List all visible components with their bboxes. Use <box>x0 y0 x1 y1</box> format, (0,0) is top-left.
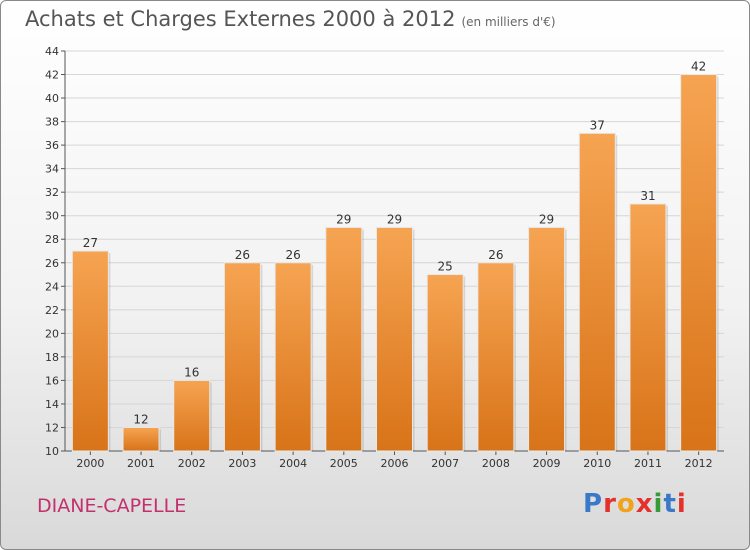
y-tick-label: 38 <box>45 116 59 129</box>
x-tick-label: 2011 <box>634 457 662 470</box>
logo-letter: r <box>603 489 617 519</box>
data-label: 26 <box>235 248 250 262</box>
data-label: 37 <box>590 118 605 132</box>
title-text: Achats et Charges Externes 2000 à 2012 <box>25 7 456 31</box>
y-tick-label: 26 <box>45 257 59 270</box>
bar-2005[interactable] <box>325 226 363 452</box>
x-tick-label: 2009 <box>533 457 561 470</box>
chart-subtitle: (en milliers d'€) <box>461 15 556 29</box>
y-tick-label: 16 <box>45 374 59 387</box>
data-label: 29 <box>336 212 351 226</box>
bar-2003[interactable] <box>223 262 261 452</box>
bar-2012[interactable] <box>680 74 718 452</box>
data-labels: 27 12 16 26 26 29 29 25 26 29 37 31 42 <box>83 60 707 427</box>
bar-2009[interactable] <box>528 226 566 452</box>
data-label: 29 <box>539 212 554 226</box>
y-tick-label: 10 <box>45 445 59 458</box>
y-tick-label: 20 <box>45 327 59 340</box>
bar-2006[interactable] <box>376 226 413 452</box>
bar-2004[interactable] <box>274 262 312 452</box>
bar-2000[interactable] <box>71 250 109 452</box>
bar-2007[interactable] <box>426 274 464 452</box>
data-label: 27 <box>83 236 98 250</box>
data-label: 26 <box>488 248 503 262</box>
x-tick-label: 2008 <box>482 457 510 470</box>
data-label: 29 <box>387 212 402 226</box>
proxiti-logo[interactable]: Proxiti <box>583 489 687 519</box>
logo-letter: i <box>676 489 687 519</box>
x-tick-label: 2004 <box>279 457 307 470</box>
y-tick-label: 44 <box>45 45 59 58</box>
y-tick-label: 22 <box>45 304 59 317</box>
bar-2011[interactable] <box>629 203 667 452</box>
bars-group <box>71 74 719 452</box>
x-tick-label: 2010 <box>583 457 611 470</box>
y-tick-label: 14 <box>45 398 59 411</box>
x-tick-label: 2000 <box>76 457 104 470</box>
y-tick-label: 36 <box>45 139 59 152</box>
bar-2008[interactable] <box>477 262 515 452</box>
x-tick-label: 2003 <box>228 457 256 470</box>
logo-letter: x <box>635 489 654 519</box>
data-label: 26 <box>285 248 300 262</box>
y-tick-label: 34 <box>45 163 59 176</box>
x-tick-label: 2007 <box>431 457 459 470</box>
logo-letter: i <box>653 489 664 519</box>
logo-letter: P <box>583 489 604 519</box>
logo-letter: t <box>663 489 677 519</box>
y-tick-label: 18 <box>45 351 59 364</box>
x-tick-label: 2006 <box>381 457 409 470</box>
bar-chart: 10 12 14 16 18 20 22 24 26 28 30 32 34 36 38 40 42 44 200… <box>45 45 724 470</box>
chart-title: Achats et Charges Externes 2000 à 2012 (e… <box>25 7 556 31</box>
city-name: DIANE-CAPELLE <box>37 495 187 517</box>
data-label: 42 <box>691 60 706 74</box>
data-label: 25 <box>438 260 453 274</box>
y-tick-label: 24 <box>45 280 59 293</box>
data-label: 12 <box>133 412 148 426</box>
bar-2002[interactable] <box>173 379 211 452</box>
y-tick-label: 32 <box>45 186 59 199</box>
bar-2001[interactable] <box>122 426 160 452</box>
y-tick-label: 28 <box>45 233 59 246</box>
y-tick-label: 12 <box>45 421 59 434</box>
data-label: 31 <box>640 189 655 203</box>
y-tick-labels: 10 12 14 16 18 20 22 24 26 28 30 32 34 36 38 40 42 44 <box>45 45 59 458</box>
x-tick-label: 2005 <box>330 457 358 470</box>
y-tick-label: 40 <box>45 92 59 105</box>
x-tick-label: 2012 <box>685 457 713 470</box>
y-tick-label: 30 <box>45 210 59 223</box>
bar-2010[interactable] <box>578 132 616 452</box>
x-tick-label: 2001 <box>127 457 155 470</box>
x-tick-labels: 2000 2001 2002 2003 2004 2005 2006 2007 2008 2009… <box>76 457 712 470</box>
y-tick-label: 42 <box>45 69 59 82</box>
logo-letter: o <box>616 489 636 519</box>
data-label: 16 <box>184 365 199 379</box>
x-tick-label: 2002 <box>178 457 206 470</box>
